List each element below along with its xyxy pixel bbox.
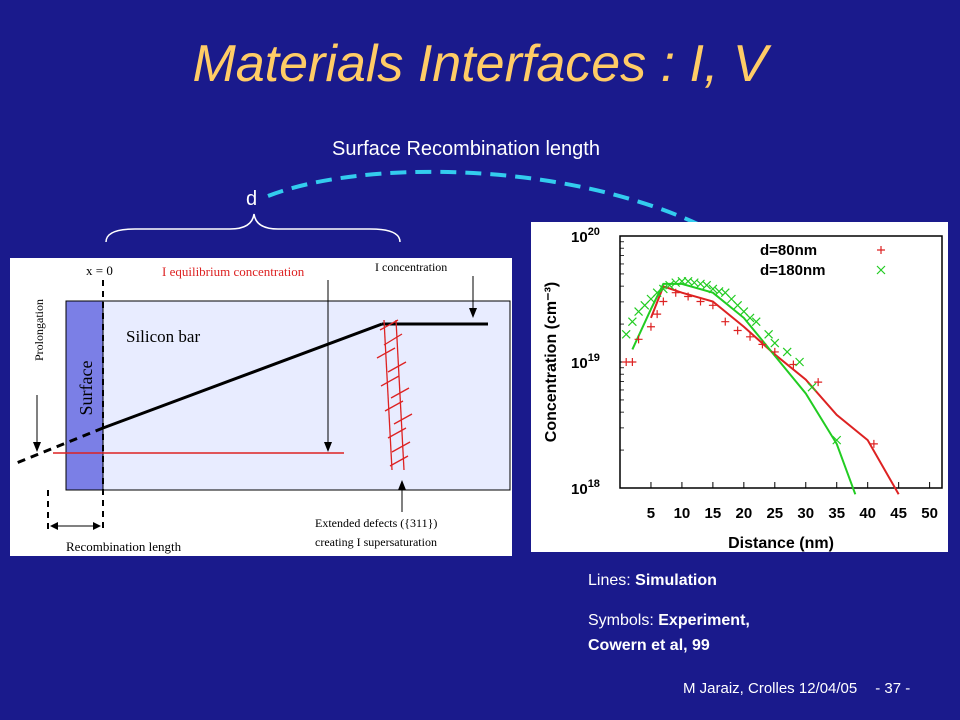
symbols-note-source-value: Cowern et al, 99: [588, 637, 710, 654]
x-tick-label: 20: [736, 505, 753, 522]
data-point-x: [627, 317, 637, 327]
legend-label: d=180nm: [760, 262, 825, 279]
x-tick-label: 45: [890, 505, 907, 522]
data-point-x: [751, 317, 761, 327]
concentration-label: I concentration: [375, 260, 447, 274]
data-point-x: [770, 338, 780, 348]
data-point-x: [745, 313, 755, 323]
concentration-extrapolation: [13, 426, 104, 466]
legend-marker-x: [876, 265, 886, 275]
data-point-plus: [659, 297, 668, 306]
dashed-arrow: [267, 169, 736, 245]
data-point-plus: [733, 326, 742, 335]
x-tick-label: 15: [705, 505, 722, 522]
series-line-d=180nm: [631, 282, 857, 495]
data-point-plus: [721, 317, 730, 326]
symbols-note-source: Cowern et al, 99: [588, 637, 710, 655]
data-point-x: [658, 284, 668, 294]
recombination-left-head-icon: [50, 522, 58, 530]
series-line-d=80nm: [650, 285, 900, 495]
legend-marker-plus: [877, 246, 885, 254]
footer-page-number: - 37 -: [875, 680, 911, 697]
prolongation-label: Prolongation: [32, 299, 46, 361]
data-point-plus: [653, 310, 662, 319]
data-point-plus: [869, 439, 878, 448]
lines-note-value: Simulation: [635, 572, 717, 589]
x-tick-label: 5: [647, 505, 655, 522]
concentration-arrow-head-icon: [469, 308, 477, 318]
defects-label-1: Extended defects ({311}): [315, 516, 437, 530]
data-point-x: [665, 280, 674, 290]
x-tick-label: 10: [674, 505, 691, 522]
data-point-plus: [708, 301, 717, 310]
chart-panel: [531, 222, 948, 552]
data-point-x: [782, 347, 792, 357]
concentration-slope: [102, 322, 383, 430]
recombination-right-head-icon: [93, 522, 101, 530]
data-point-x: [677, 276, 687, 286]
symbols-note: Symbols: Experiment,: [588, 612, 750, 630]
data-point-x: [702, 280, 712, 290]
prolongation-arrow-head-icon: [33, 442, 41, 452]
y-axis-label: Concentration (cm⁻³): [543, 282, 560, 442]
lines-note: Lines: Simulation: [588, 572, 717, 590]
footer: M Jaraiz, Crolles 12/04/05 - 37 -: [683, 680, 910, 697]
data-point-x: [708, 284, 718, 294]
defects-arrow-head-icon: [398, 480, 406, 490]
data-point-plus: [684, 292, 693, 301]
recombination-label: Recombination length: [66, 539, 182, 554]
equilibrium-arrow-head-icon: [324, 442, 332, 452]
silicon-bar-label: Silicon bar: [126, 327, 200, 346]
data-point-plus: [671, 288, 680, 297]
x-tick-label: 50: [921, 505, 938, 522]
x-tick-label: 40: [859, 505, 876, 522]
data-point-x: [652, 288, 662, 298]
x-axis-label: Distance (nm): [728, 535, 834, 552]
defects-label-2: creating I supersaturation: [315, 535, 437, 549]
symbols-note-value: Experiment,: [658, 612, 750, 629]
d-label: d: [246, 188, 258, 210]
surface-region: [65, 300, 104, 491]
data-point-x: [832, 435, 842, 445]
data-point-plus: [746, 332, 755, 341]
x-tick-label: 35: [828, 505, 845, 522]
surface-label: Surface: [76, 361, 96, 416]
slide-title: Materials Interfaces : I, V: [192, 35, 768, 93]
data-point-plus: [646, 322, 655, 331]
data-point-x: [807, 382, 817, 392]
data-point-plus: [628, 358, 637, 366]
data-point-plus: [696, 297, 705, 306]
extended-defects: [376, 319, 413, 471]
x-tick-label: 30: [797, 505, 814, 522]
data-point-plus: [789, 360, 798, 369]
data-point-plus: [770, 347, 779, 356]
data-point-x: [795, 357, 805, 367]
data-point-plus: [814, 378, 823, 387]
x0-label: x = 0: [86, 263, 113, 278]
brace: [105, 213, 401, 243]
x-tick-label: 25: [766, 505, 783, 522]
subtitle-surface-recombination: Surface Recombination length: [332, 138, 600, 160]
lines-note-label: Lines:: [588, 572, 636, 589]
footer-author: M Jaraiz, Crolles 12/04/05: [683, 680, 858, 697]
data-point-x: [621, 329, 631, 339]
legend-label: d=80nm: [760, 242, 817, 259]
data-point-x: [764, 329, 774, 339]
equilibrium-label: I equilibrium concentration: [162, 264, 305, 279]
data-point-plus: [634, 335, 643, 344]
data-point-plus: [758, 340, 767, 349]
symbols-note-label: Symbols:: [588, 612, 659, 629]
